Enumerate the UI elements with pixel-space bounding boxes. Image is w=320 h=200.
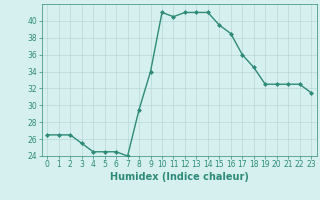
- X-axis label: Humidex (Indice chaleur): Humidex (Indice chaleur): [110, 172, 249, 182]
